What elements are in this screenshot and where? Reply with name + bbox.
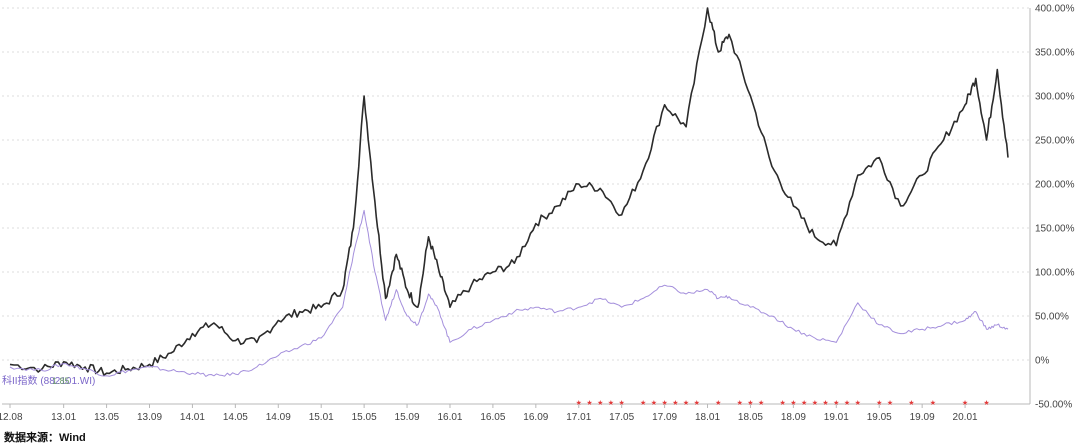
y-tick-label: 250.00% bbox=[1035, 136, 1075, 147]
legend-label: 科II指数 (882101.WI) bbox=[2, 374, 95, 387]
grid-lines bbox=[2, 7, 1030, 405]
x-tick-label: 14.01 bbox=[180, 412, 205, 423]
signal-marker: ★ bbox=[608, 399, 614, 407]
signal-marker: ★ bbox=[887, 399, 893, 407]
signal-marker: ★ bbox=[822, 399, 828, 407]
x-tick-label: 19.09 bbox=[910, 412, 935, 423]
series-lines bbox=[9, 7, 1009, 377]
signal-marker: ★ bbox=[855, 399, 861, 407]
x-tick-label: 16.05 bbox=[480, 412, 505, 423]
signal-marker: ★ bbox=[619, 399, 625, 407]
axes bbox=[2, 8, 1031, 405]
signal-marker: ★ bbox=[694, 399, 700, 407]
y-tick-label: 300.00% bbox=[1035, 92, 1075, 103]
x-tick-label: 16.01 bbox=[437, 412, 462, 423]
y-tick-label: 100.00% bbox=[1035, 268, 1075, 279]
signal-marker: ★ bbox=[672, 399, 678, 407]
x-tick-label: 14.09 bbox=[266, 412, 291, 423]
y-tick-label: 200.00% bbox=[1035, 180, 1075, 191]
signal-marker: ★ bbox=[833, 399, 839, 407]
signal-marker: ★ bbox=[586, 399, 592, 407]
signal-marker: ★ bbox=[576, 399, 582, 407]
y-tick-label: 400.00% bbox=[1035, 4, 1075, 15]
signal-marker: ★ bbox=[790, 399, 796, 407]
signal-marker: ★ bbox=[983, 399, 989, 407]
signal-marker: ★ bbox=[908, 399, 914, 407]
signal-markers: ★ ★ ★ ★ ★ ★ ★ ★ ★ ★ ★ ★ ★ ★ ★ ★ ★ ★ ★ ★ ★ ★ ★ ★ ★ ★ ★ ★ ★ bbox=[576, 399, 990, 407]
series-line-1 bbox=[9, 7, 1009, 376]
signal-marker: ★ bbox=[962, 399, 968, 407]
signal-marker: ★ bbox=[930, 399, 936, 407]
x-tick-label: 13.01 bbox=[51, 412, 76, 423]
x-tick-label: 13.05 bbox=[94, 412, 119, 423]
y-tick-label: 350.00% bbox=[1035, 48, 1075, 59]
x-tick-label: 19.01 bbox=[824, 412, 849, 423]
signal-marker: ★ bbox=[844, 399, 850, 407]
signal-marker: ★ bbox=[651, 399, 657, 407]
y-tick-label: 150.00% bbox=[1035, 224, 1075, 235]
signal-marker: ★ bbox=[780, 399, 786, 407]
x-tick-label: 17.09 bbox=[652, 412, 677, 423]
source-note: 数据来源：Wind bbox=[4, 432, 86, 444]
signal-marker: ★ bbox=[876, 399, 882, 407]
y-axis-ticks: 400.00% 350.00% 300.00% 250.00% 200.00% 150.0… bbox=[1035, 4, 1075, 411]
x-tick-label: 17.05 bbox=[609, 412, 634, 423]
signal-marker: ★ bbox=[812, 399, 818, 407]
x-tick-label: 13.09 bbox=[137, 412, 162, 423]
legend-value: 1.85 bbox=[52, 376, 70, 386]
signal-marker: ★ bbox=[758, 399, 764, 407]
signal-marker: ★ bbox=[715, 399, 721, 407]
y-tick-label: 0% bbox=[1035, 356, 1050, 367]
signal-marker: ★ bbox=[747, 399, 753, 407]
x-tick-label: 17.01 bbox=[566, 412, 591, 423]
x-axis-ticks: 12.08 13.01 13.05 13.09 14.01 14.05 14.09 15.01… bbox=[0, 404, 978, 423]
x-tick-label: 12.08 bbox=[0, 412, 23, 423]
signal-marker: ★ bbox=[597, 399, 603, 407]
legend: 科II指数 (882101.WI) 1.85 bbox=[2, 374, 95, 387]
y-tick-label: -50.00% bbox=[1035, 400, 1072, 411]
x-tick-label: 14.05 bbox=[223, 412, 248, 423]
x-tick-label: 15.09 bbox=[395, 412, 420, 423]
signal-marker: ★ bbox=[661, 399, 667, 407]
x-tick-label: 15.01 bbox=[309, 412, 334, 423]
x-tick-label: 18.09 bbox=[781, 412, 806, 423]
x-tick-label: 18.01 bbox=[695, 412, 720, 423]
y-tick-label: 50.00% bbox=[1035, 312, 1069, 323]
x-tick-label: 19.05 bbox=[867, 412, 892, 423]
x-tick-label: 16.09 bbox=[523, 412, 548, 423]
signal-marker: ★ bbox=[683, 399, 689, 407]
x-tick-label: 18.05 bbox=[738, 412, 763, 423]
signal-marker: ★ bbox=[640, 399, 646, 407]
signal-marker: ★ bbox=[801, 399, 807, 407]
series-line-2 bbox=[9, 209, 1009, 377]
signal-marker: ★ bbox=[737, 399, 743, 407]
x-tick-label: 15.05 bbox=[352, 412, 377, 423]
x-tick-label: 20.01 bbox=[953, 412, 978, 423]
